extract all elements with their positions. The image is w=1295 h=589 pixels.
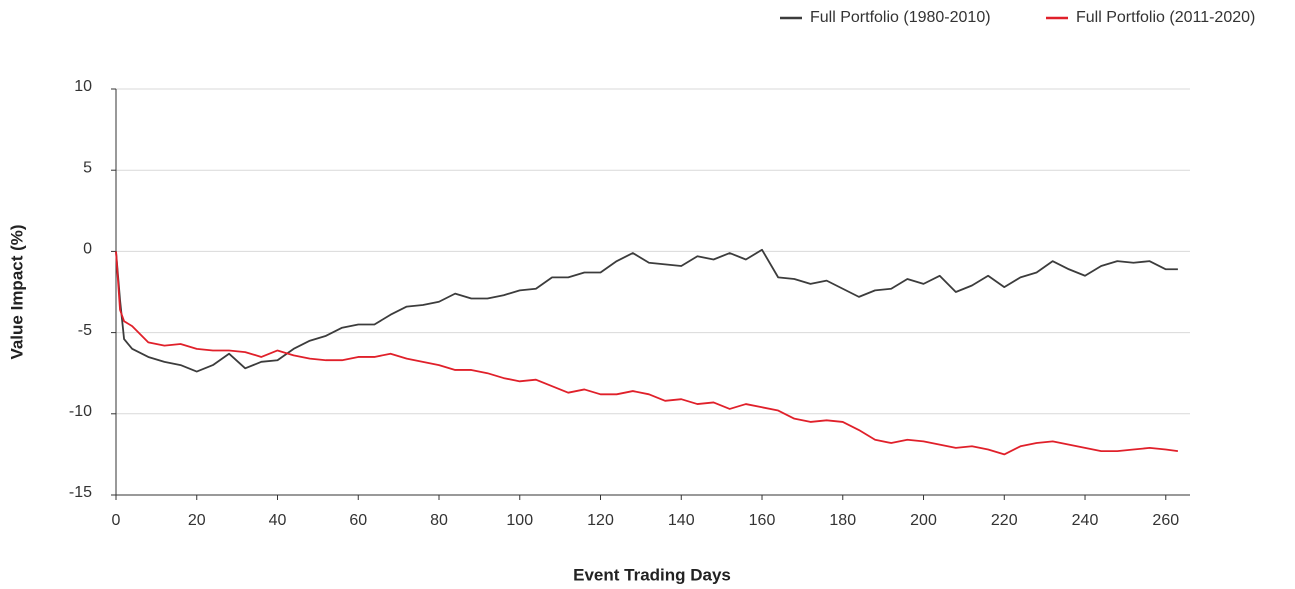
line-series: [115, 248, 1178, 373]
legend-label: Full Portfolio (2011-2020): [1076, 9, 1255, 26]
x-tick-label: 260: [1152, 512, 1179, 529]
x-tick-label: 240: [1072, 512, 1099, 529]
line-series: [115, 251, 1179, 456]
x-tick-label: 40: [269, 512, 287, 529]
x-tick-label: 120: [587, 512, 614, 529]
x-tick-label: 100: [506, 512, 533, 529]
y-tick-label: 5: [83, 159, 92, 176]
x-tick-label: 80: [430, 512, 448, 529]
x-tick-label: 140: [668, 512, 695, 529]
y-tick-label: 10: [74, 78, 92, 95]
legend-label: Full Portfolio (1980-2010): [810, 9, 991, 26]
x-tick-label: 0: [112, 512, 121, 529]
x-tick-label: 20: [188, 512, 206, 529]
x-tick-label: 200: [910, 512, 937, 529]
x-tick-label: 60: [349, 512, 367, 529]
y-tick-label: -10: [69, 403, 92, 420]
y-tick-label: -15: [69, 484, 92, 501]
y-tick-label: -5: [78, 322, 92, 339]
y-tick-label: 0: [83, 241, 92, 258]
y-axis-label: Value Impact (%): [7, 224, 26, 359]
x-tick-label: 220: [991, 512, 1018, 529]
x-tick-label: 160: [749, 512, 776, 529]
x-tick-label: 180: [829, 512, 856, 529]
x-axis-label: Event Trading Days: [573, 565, 731, 584]
